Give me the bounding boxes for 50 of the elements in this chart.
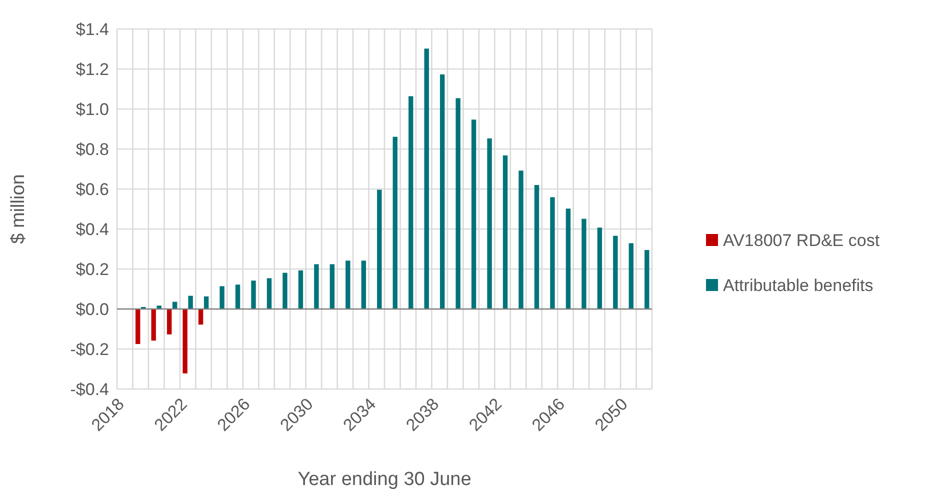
bar — [346, 260, 350, 309]
bar — [235, 284, 240, 309]
bar — [136, 309, 140, 344]
bar — [487, 138, 492, 309]
bar — [182, 309, 188, 374]
bar — [156, 306, 162, 309]
bar — [597, 228, 602, 309]
bar — [204, 296, 209, 309]
legend-label: AV18007 RD&E cost — [723, 230, 880, 250]
y-tick-label: $0.8 — [76, 140, 109, 159]
y-tick-label: -$0.4 — [70, 380, 109, 399]
bar — [166, 309, 172, 334]
x-axis-title: Year ending 30 June — [298, 469, 472, 489]
bar — [566, 208, 571, 309]
bar — [220, 286, 224, 309]
bar — [534, 185, 540, 309]
y-tick-label: $0.2 — [76, 260, 109, 279]
bar — [377, 190, 382, 309]
bar — [471, 120, 476, 309]
bar — [518, 170, 524, 309]
y-tick-label: $1.0 — [76, 100, 109, 119]
y-tick-label: -$0.2 — [70, 340, 109, 359]
bar — [456, 98, 460, 309]
bar — [282, 272, 288, 309]
bar — [628, 243, 634, 309]
bar — [424, 48, 429, 309]
bar — [408, 96, 414, 309]
bar — [266, 278, 272, 309]
bar — [330, 264, 335, 309]
bar — [502, 155, 508, 309]
bar — [361, 260, 366, 309]
y-axis-title: $ million — [8, 174, 29, 244]
bar — [251, 280, 256, 309]
bar — [392, 136, 398, 309]
bar — [314, 264, 319, 309]
y-tick-label: $0.6 — [76, 180, 109, 199]
bar — [151, 309, 156, 341]
y-tick-label: $1.2 — [76, 60, 109, 79]
bar — [550, 197, 555, 309]
bar — [188, 296, 193, 309]
y-tick-label: $1.4 — [76, 20, 109, 39]
bar — [198, 309, 204, 325]
bar — [582, 218, 586, 309]
bar — [298, 270, 304, 309]
y-tick-label: $0.0 — [76, 300, 109, 319]
bar — [440, 74, 445, 309]
bar — [613, 236, 618, 309]
bar — [644, 250, 650, 309]
legend-label: Attributable benefits — [723, 276, 874, 295]
y-tick-label: $0.4 — [76, 220, 109, 239]
